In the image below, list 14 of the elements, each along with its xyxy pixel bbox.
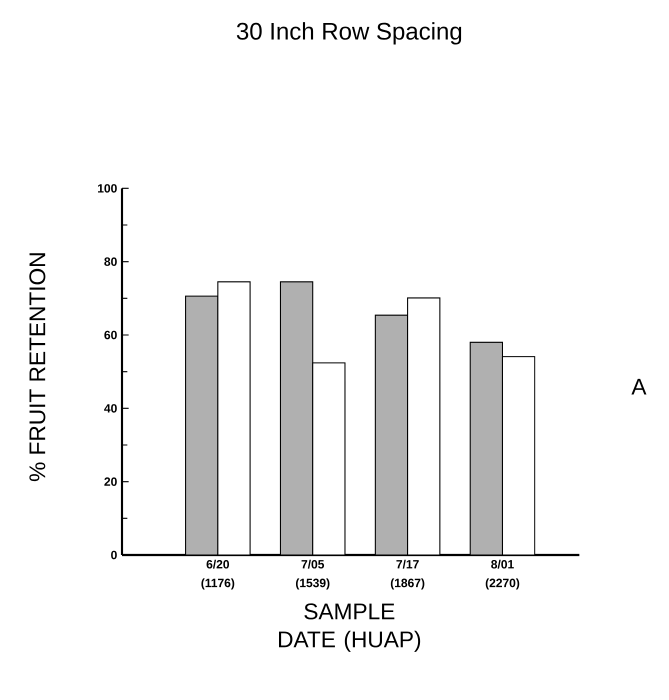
text: A [631, 378, 646, 394]
x-axis-title: SAMPLE DATE (HUAP) [278, 603, 420, 652]
x-tick-label: 6/20 (1176) [201, 560, 234, 590]
y-axis-title: % FRUIT RETENTION [29, 253, 46, 482]
x-tick-label: 8/01 (2270) [486, 560, 520, 590]
y-tick-label: 0 [111, 550, 117, 560]
x-tick-label: 7/17 (1867) [390, 560, 424, 590]
x-tick-label: 7/05 (1539) [296, 560, 330, 590]
y-tick-label: 40 [104, 404, 117, 413]
y-tick-label: 20 [104, 477, 117, 486]
y-tick-label: 60 [104, 330, 117, 340]
y-tick-label: 100 [98, 184, 117, 193]
y-tick-label: 80 [104, 257, 117, 266]
chart-title: 30 Inch Row Spacing [236, 22, 462, 45]
